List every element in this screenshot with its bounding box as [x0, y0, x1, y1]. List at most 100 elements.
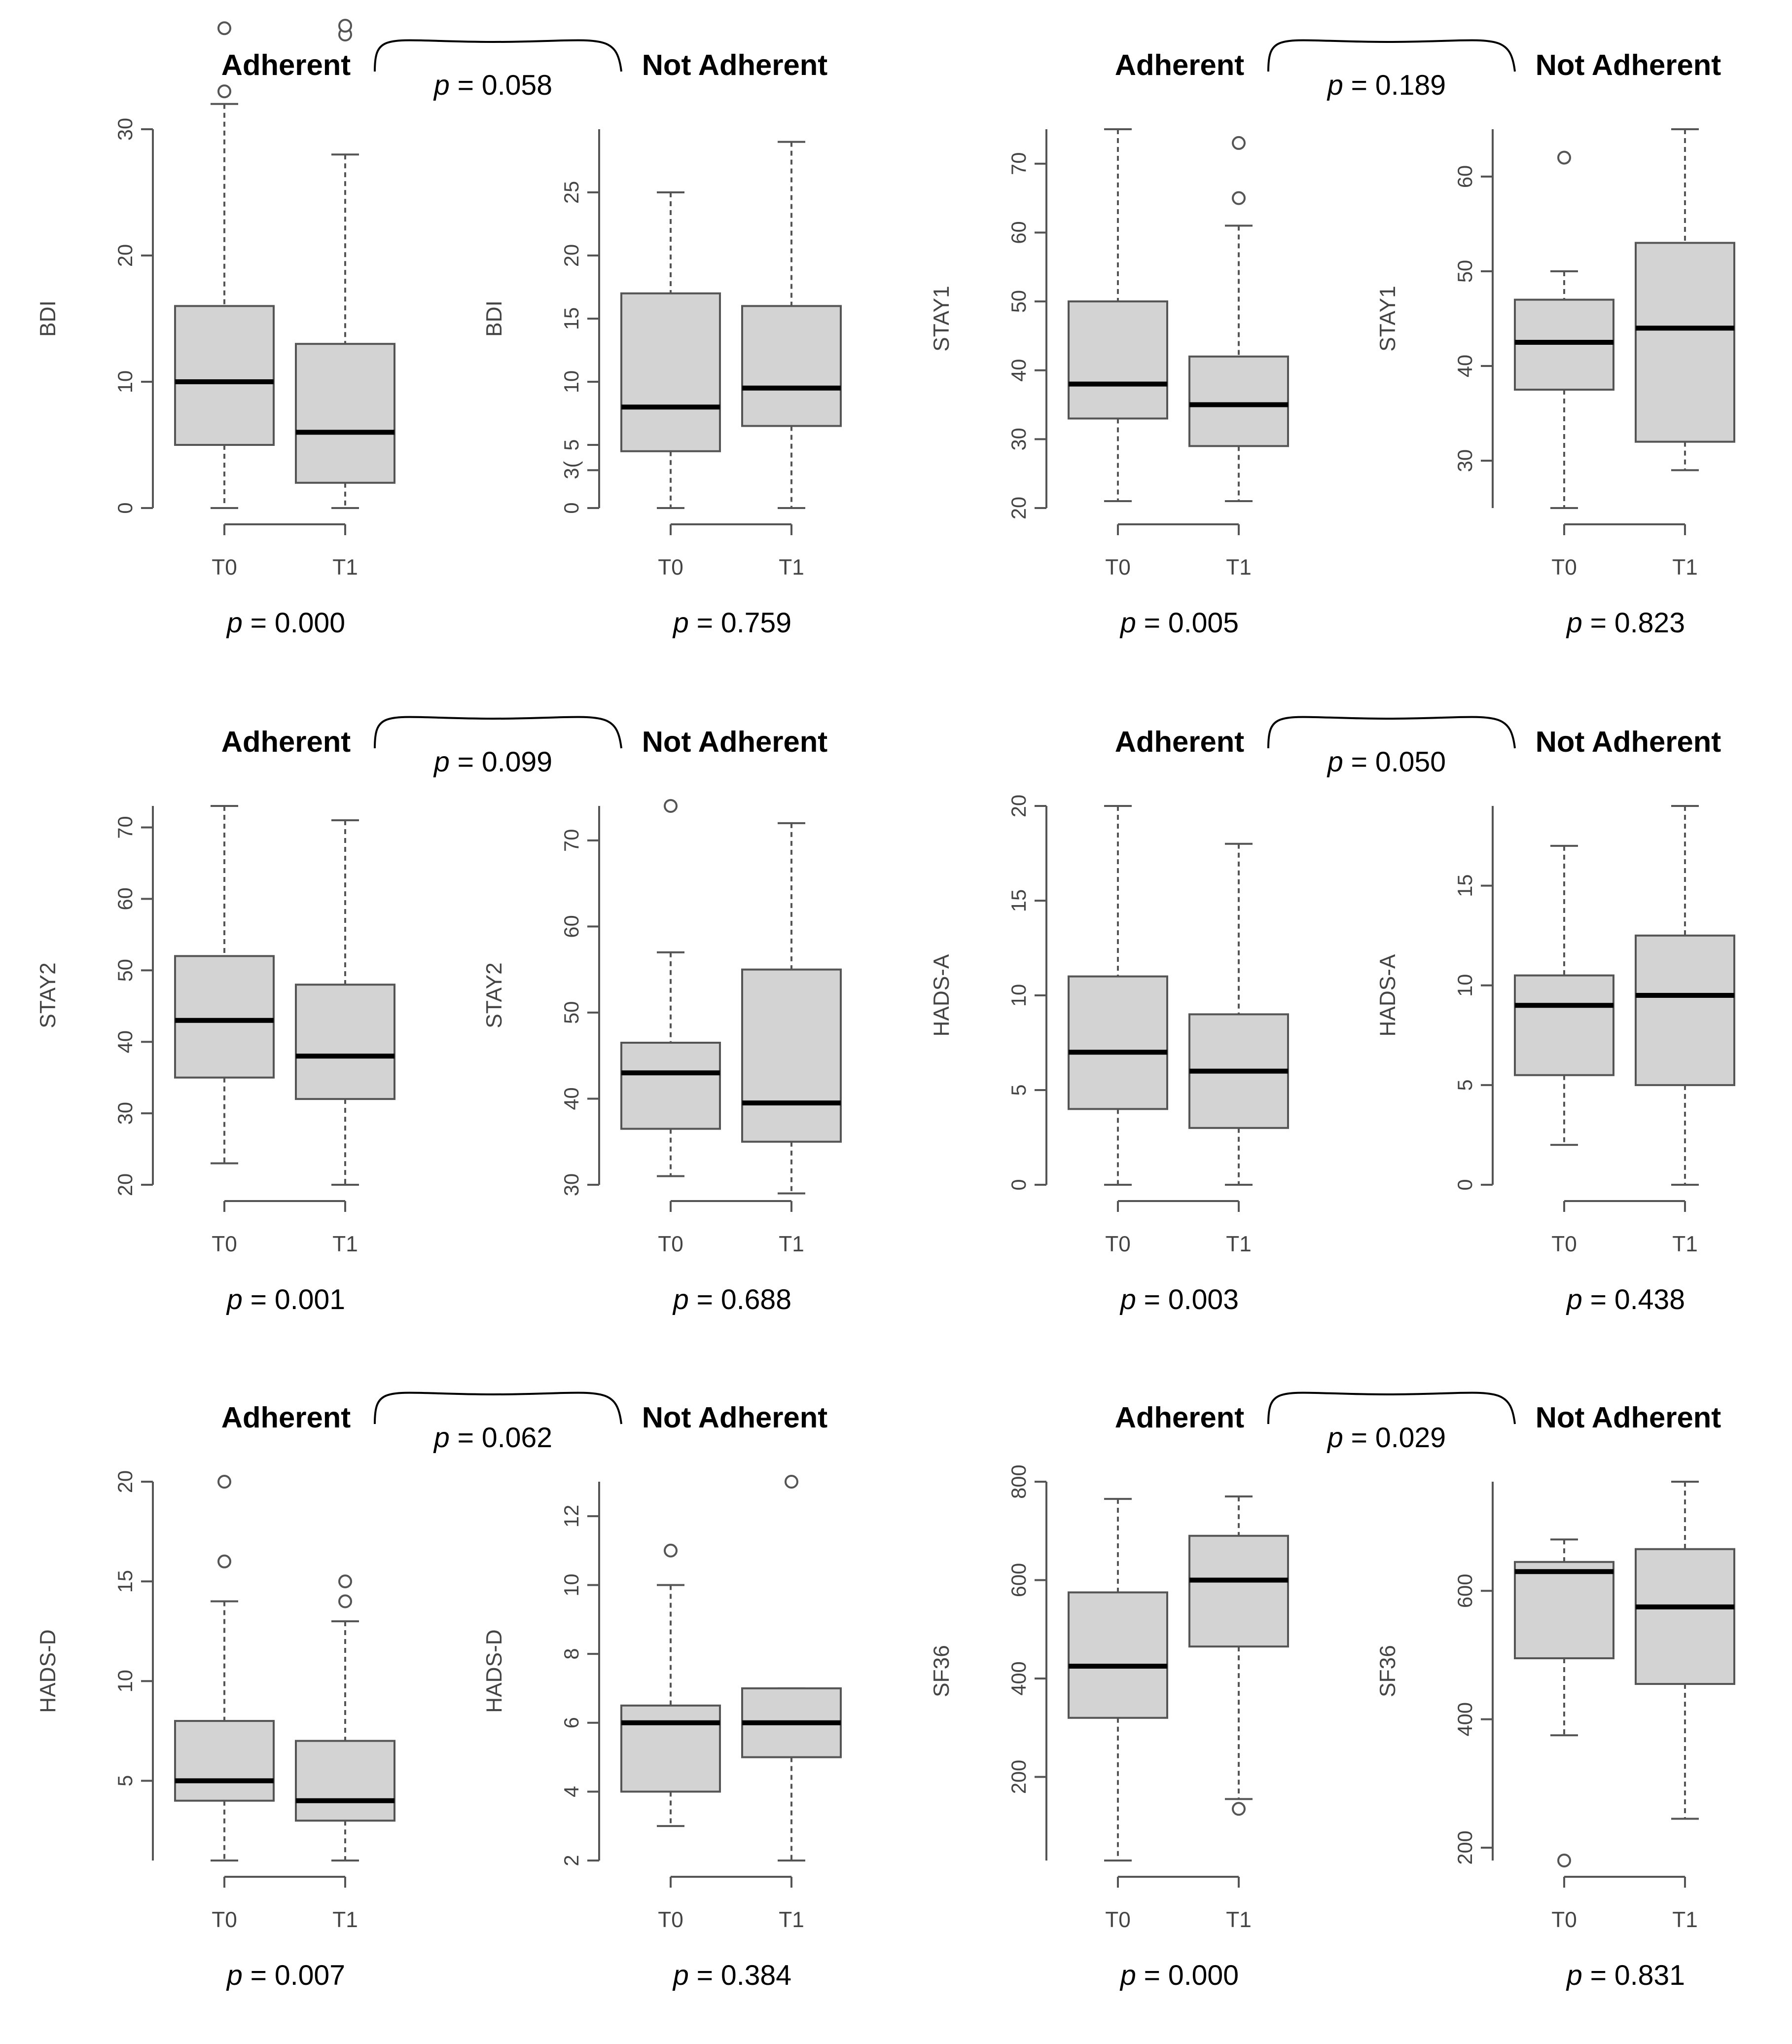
comparison-group-1: Adherent Not Adherent p = 0.058 0 10 20 30 BDI T… — [36, 19, 842, 639]
p-number: = 0.050 — [1343, 746, 1446, 778]
y-tick-label: 4 — [560, 1786, 583, 1797]
p-symbol: p — [433, 70, 450, 101]
iqr-box — [1635, 934, 1735, 1086]
p-number: = 0.189 — [1343, 70, 1446, 101]
y-tick-label: 6 — [560, 1717, 583, 1728]
p-symbol: p — [226, 607, 243, 639]
within-group-p-value: p = 0.000 — [1119, 1960, 1239, 1991]
y-tick-label: 50 — [1453, 260, 1476, 283]
x-tick-label-t0: T0 — [658, 1908, 683, 1932]
p-symbol: p — [1119, 1284, 1136, 1315]
y-tick-label: 50 — [113, 959, 137, 982]
y-tick-label: 800 — [1007, 1464, 1030, 1498]
outlier-point — [338, 1574, 352, 1589]
comparison-bracket — [1267, 1391, 1516, 1424]
within-group-p-value: p = 0.688 — [672, 1284, 791, 1315]
box-t1 — [741, 822, 842, 1195]
iqr-box — [174, 305, 275, 446]
y-tick-label: 70 — [113, 816, 137, 839]
y-tick-label: 200 — [1453, 1830, 1476, 1864]
x-tick-label-t0: T0 — [658, 555, 683, 580]
box-t1 — [1188, 842, 1289, 1186]
between-group-p-value: p = 0.029 — [1326, 1422, 1446, 1454]
y-tick-label: 20 — [113, 244, 137, 267]
p-number: = 0.823 — [1582, 607, 1685, 639]
outlier-point — [217, 1475, 231, 1489]
p-number: = 0.003 — [1136, 1284, 1239, 1315]
boxplot-panel-2: 30 40 50 60 70 STAY2 T0 T1 p = 0.688 — [482, 799, 842, 1315]
y-tick-label: 30 — [113, 1102, 137, 1125]
y-tick-label: 2 — [560, 1855, 583, 1866]
y-tick-label: 70 — [560, 829, 583, 852]
x-tick-label-t1: T1 — [779, 555, 804, 580]
comparison-group-6: Adherent Not Adherent p = 0.029 200 400 600 80… — [930, 1391, 1735, 1991]
p-number: = 0.007 — [243, 1960, 345, 1991]
box-t1 — [1635, 805, 1735, 1186]
p-symbol: p — [1566, 1284, 1582, 1315]
x-tick-label-t1: T1 — [779, 1232, 804, 1256]
outlier-point — [1557, 150, 1571, 165]
between-group-p-value: p = 0.058 — [433, 70, 552, 101]
x-tick-label-t0: T0 — [212, 1908, 237, 1932]
not-adherent-label: Not Adherent — [642, 725, 828, 758]
p-symbol: p — [672, 607, 689, 639]
box-t1 — [1188, 1495, 1289, 1816]
y-tick-label: 400 — [1007, 1661, 1030, 1695]
x-tick-label-t0: T0 — [1551, 555, 1577, 580]
y-tick-label: 40 — [113, 1030, 137, 1053]
boxplot-panel-2: 0 5 10 15 HADS-A T0 T1 p = 0.438 — [1376, 805, 1735, 1315]
y-tick-label: 10 — [113, 370, 137, 393]
outlier-point — [664, 799, 678, 813]
y-tick-label: 10 — [1453, 974, 1476, 997]
iqr-box — [620, 1042, 721, 1130]
y-tick-label: 30 — [560, 1173, 583, 1196]
not-adherent-label: Not Adherent — [1536, 725, 1721, 758]
p-number: = 0.831 — [1582, 1960, 1685, 1991]
y-tick-label: 8 — [560, 1648, 583, 1660]
y-tick-label: 30 — [113, 118, 137, 141]
y-tick-label: 10 — [560, 1573, 583, 1596]
box-t0 — [1068, 128, 1168, 503]
y-tick-label: 40 — [560, 1087, 583, 1110]
p-number: = 0.000 — [243, 607, 345, 639]
box-t0 — [1068, 805, 1168, 1186]
not-adherent-label: Not Adherent — [642, 48, 828, 81]
p-number: = 0.688 — [689, 1284, 791, 1315]
box-t0 — [1068, 1497, 1168, 1862]
boxplot-panel-1: 20 30 40 50 60 70 STAY1 T0 T1 p = 0.005 — [930, 128, 1289, 639]
box-t1 — [295, 1574, 395, 1862]
y-tick-label: 600 — [1007, 1563, 1030, 1597]
y-tick-label: 70 — [1007, 152, 1030, 175]
comparison-bracket — [374, 1391, 622, 1424]
adherent-label: Adherent — [1115, 1401, 1245, 1434]
y-axis-title: BDI — [36, 300, 60, 337]
x-tick-label-t0: T0 — [1105, 1908, 1131, 1932]
iqr-box — [741, 968, 842, 1143]
comparison-bracket — [1267, 39, 1516, 72]
box-t0 — [1514, 1538, 1614, 1867]
y-tick-label: 5 — [1453, 1079, 1476, 1091]
not-adherent-label: Not Adherent — [1536, 1401, 1721, 1434]
y-tick-label: 60 — [1007, 221, 1030, 244]
p-number: = 0.062 — [450, 1422, 552, 1454]
iqr-box — [620, 1704, 721, 1793]
iqr-box — [1068, 1591, 1168, 1719]
between-group-p-value: p = 0.062 — [433, 1422, 552, 1454]
y-axis-title: SF36 — [1376, 1645, 1400, 1697]
y-tick-label: 60 — [1453, 165, 1476, 188]
outlier-point — [217, 1554, 231, 1569]
p-symbol: p — [1119, 1960, 1136, 1991]
y-tick-label: 20 — [1007, 497, 1030, 519]
y-axis-title: STAY2 — [36, 962, 60, 1028]
within-group-p-value: p = 0.831 — [1566, 1960, 1685, 1991]
iqr-box — [1188, 1534, 1289, 1648]
iqr-box — [295, 984, 395, 1100]
outlier-point — [1232, 191, 1246, 205]
y-tick-label: 0 — [1007, 1179, 1030, 1190]
y-tick-label: 40 — [1453, 355, 1476, 377]
comparison-group-5: Adherent Not Adherent p = 0.062 5 10 15 20 HADS… — [36, 1391, 842, 1991]
iqr-box — [295, 1740, 395, 1822]
y-axis-title: BDI — [482, 300, 506, 337]
comparison-group-3: Adherent Not Adherent p = 0.099 20 30 40 50 60 7… — [36, 716, 842, 1315]
